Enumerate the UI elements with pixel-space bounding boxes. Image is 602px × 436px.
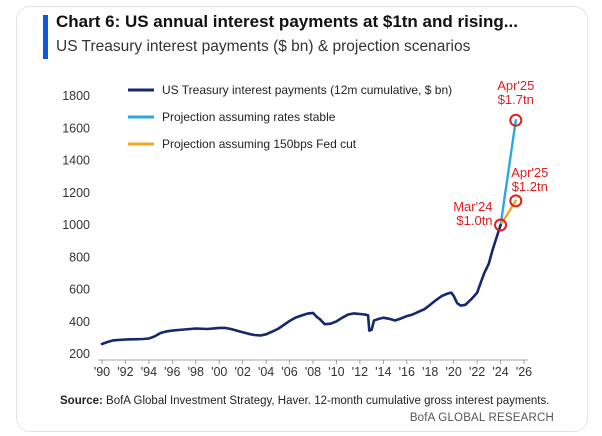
x-tick-label: '96 [164,365,180,379]
y-tick-label: 600 [69,283,90,297]
y-tick-label: 200 [69,347,90,361]
y-tick-label: 1600 [62,121,90,135]
source-note: Source: BofA Global Investment Strategy,… [60,395,549,407]
annotation-value-0: $1.0tn [456,213,492,228]
x-tick-label: '08 [305,365,321,379]
source-text: BofA Global Investment Strategy, Haver. … [106,395,550,407]
y-tick-label: 800 [69,250,90,264]
x-tick-label: '12 [352,365,368,379]
x-tick-label: '24 [492,365,508,379]
y-tick-label: 1800 [62,89,90,103]
chart-title: Chart 6: US annual interest payments at … [56,12,518,31]
legend-label-1: Projection assuming rates stable [162,110,336,124]
x-tick-label: '94 [141,365,157,379]
x-tick-label: '14 [375,365,391,379]
y-tick-label: 1200 [62,186,90,200]
brand-label: BofA GLOBAL RESEARCH [409,412,554,424]
x-tick-label: '92 [117,365,133,379]
chart-subtitle: US Treasury interest payments ($ bn) & p… [56,38,471,55]
x-tick-label: '98 [188,365,204,379]
legend-label-0: US Treasury interest payments (12m cumul… [162,83,452,97]
y-tick-label: 1000 [62,218,90,232]
y-axis: 200 400 600 800 1000 1200 1400 1600 1800 [62,89,90,361]
source-label: Source: [60,395,103,407]
annotation-value-2: $1.2tn [512,179,548,194]
x-tick-label: '02 [235,365,251,379]
x-tick-label: '26 [516,365,532,379]
x-tick-label: '22 [469,365,485,379]
annotation-date-1: Apr'25 [497,78,534,93]
series-line-0 [100,223,502,346]
annotation-value-1: $1.7tn [498,92,534,107]
annotation-marker-2 [509,194,523,208]
annotation-marker-1 [509,113,523,127]
chart-card [16,6,588,432]
annotation-date-0: Mar'24 [453,199,492,214]
x-tick-label: '04 [258,365,274,379]
x-tick-label: '18 [422,365,438,379]
x-tick-label: '10 [328,365,344,379]
x-tick-label: '90 [94,365,110,379]
title-accent-bar [43,15,48,59]
x-axis: '90 '92 '94 '96 '98 '00 '02 '04 '06 '08 '10 '12 '14 '… [94,359,532,379]
legend-label-2: Projection assuming 150bps Fed cut [162,137,357,151]
annotation-marker-0 [494,218,508,232]
x-tick-label: '06 [281,365,297,379]
y-tick-label: 1400 [62,154,90,168]
annotation-date-2: Apr'25 [511,165,548,180]
series-line-1 [499,119,517,227]
y-tick-label: 400 [69,315,90,329]
series-layer [100,119,517,346]
x-tick-label: '16 [399,365,415,379]
x-tick-label: '20 [446,365,462,379]
x-tick-label: '00 [211,365,227,379]
legend: US Treasury interest payments (12m cumul… [128,83,452,151]
